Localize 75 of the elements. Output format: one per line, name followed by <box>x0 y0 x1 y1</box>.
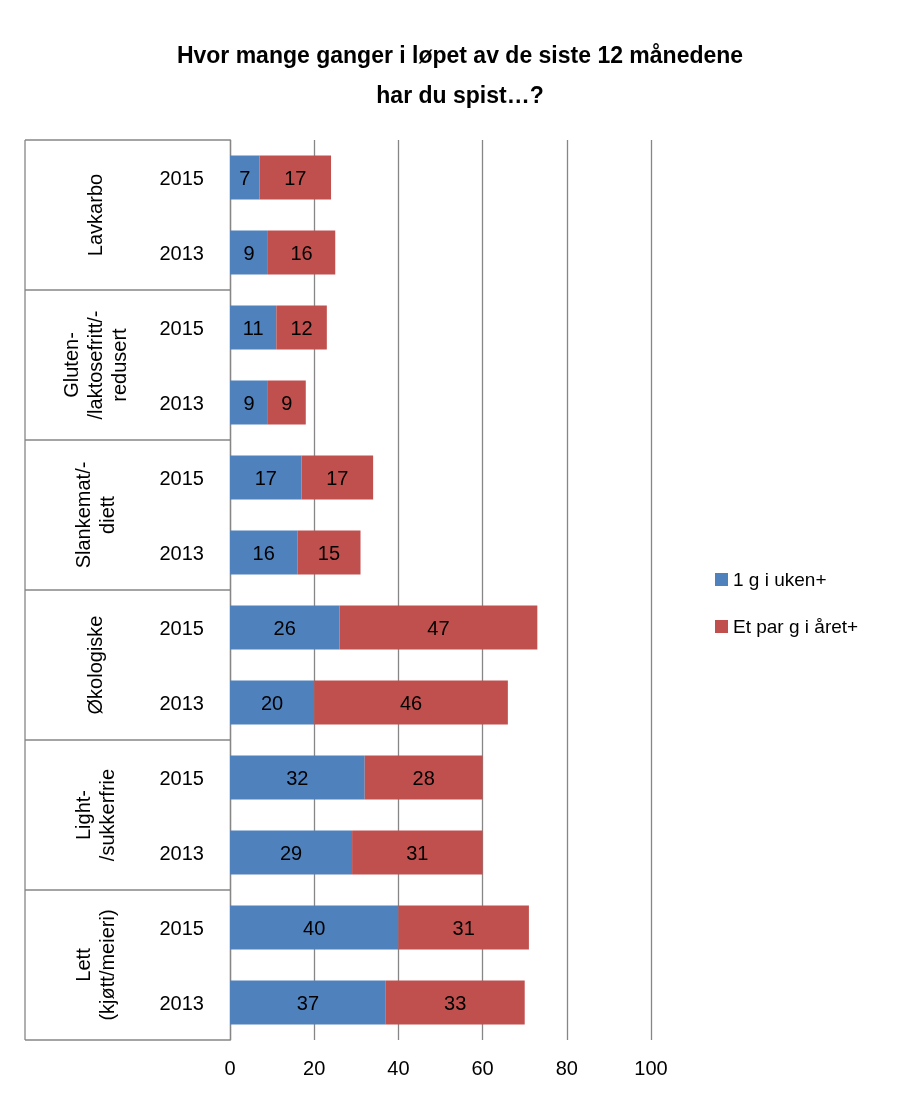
bar <box>267 380 306 425</box>
text: Lett (kjøtt/meieri) <box>72 909 118 1021</box>
bar <box>230 980 386 1025</box>
data-label: 31 <box>452 916 475 939</box>
x-tick-label: 60 <box>471 1057 494 1079</box>
bar <box>230 230 268 275</box>
bar <box>230 680 315 725</box>
bar <box>230 455 302 500</box>
bar <box>259 155 332 200</box>
text: Slankemat/- diett <box>72 461 118 569</box>
data-label: 7 <box>239 166 251 189</box>
bar <box>230 380 268 425</box>
data-label: 15 <box>317 541 341 564</box>
y-tick-label: 2013 <box>159 691 204 714</box>
chart-title: Hvor mange ganger i løpet av de siste 12 månedene har du spist…? <box>176 42 744 108</box>
data-label: 17 <box>254 466 277 489</box>
bar <box>267 230 336 275</box>
data-label: 37 <box>296 991 320 1014</box>
x-tick-label: 0 <box>224 1057 236 1079</box>
x-tick-label: 20 <box>303 1057 326 1079</box>
x-tick-label: 80 <box>555 1057 578 1079</box>
text: Light- /sukkerfrie <box>72 768 118 862</box>
data-label: 9 <box>243 391 255 414</box>
text: Lavkarbo <box>84 173 106 257</box>
legend-label: Et par g i året+ <box>733 616 859 637</box>
data-label: 9 <box>281 391 293 414</box>
data-label: 26 <box>273 616 296 639</box>
data-label: 16 <box>290 241 313 264</box>
bar <box>297 530 361 575</box>
data-label: 32 <box>286 766 309 789</box>
bar <box>230 830 353 875</box>
y-tick-label: 2015 <box>159 316 204 339</box>
bar <box>230 530 298 575</box>
y-tick-label: 2015 <box>159 166 204 189</box>
data-label: 17 <box>326 466 349 489</box>
y-tick-label: 2013 <box>159 991 204 1014</box>
data-label: 40 <box>303 916 326 939</box>
bar <box>364 755 483 800</box>
legend-label: 1 g i uken+ <box>733 569 827 590</box>
bar <box>230 155 260 200</box>
data-label: 20 <box>260 691 284 714</box>
y-tick-label: 2013 <box>159 541 204 564</box>
y-tick-label: 2013 <box>159 241 204 264</box>
bar <box>276 305 327 350</box>
y-tick-label: 2015 <box>159 916 204 939</box>
bar <box>301 455 374 500</box>
y-tick-label: 2013 <box>159 841 204 864</box>
bar <box>230 605 340 650</box>
bar <box>352 830 483 875</box>
y-tick-label: 2015 <box>159 616 204 639</box>
y-tick-label: 2015 <box>159 466 204 489</box>
data-label: 17 <box>284 166 307 189</box>
bar <box>230 755 365 800</box>
data-label: 46 <box>399 691 423 714</box>
bar <box>339 605 538 650</box>
x-tick-label: 100 <box>634 1057 668 1079</box>
y-tick-label: 2015 <box>159 766 204 789</box>
data-label: 31 <box>406 841 429 864</box>
y-tick-label: 2013 <box>159 391 204 414</box>
bar <box>398 905 529 950</box>
data-label: 47 <box>427 616 450 639</box>
data-label: 29 <box>279 841 303 864</box>
x-tick-label: 40 <box>387 1057 410 1079</box>
bar <box>230 305 277 350</box>
text: Gluten- /laktosefritt/- redusert <box>60 310 130 420</box>
bar <box>385 980 525 1025</box>
data-label: 16 <box>252 541 275 564</box>
text: Økologiske <box>84 615 106 715</box>
data-label: 33 <box>444 991 467 1014</box>
data-label: 9 <box>243 241 255 264</box>
bar <box>230 905 399 950</box>
data-label: 12 <box>290 316 313 339</box>
data-label: 28 <box>412 766 435 789</box>
bar <box>314 680 508 725</box>
data-label: 11 <box>242 316 264 339</box>
